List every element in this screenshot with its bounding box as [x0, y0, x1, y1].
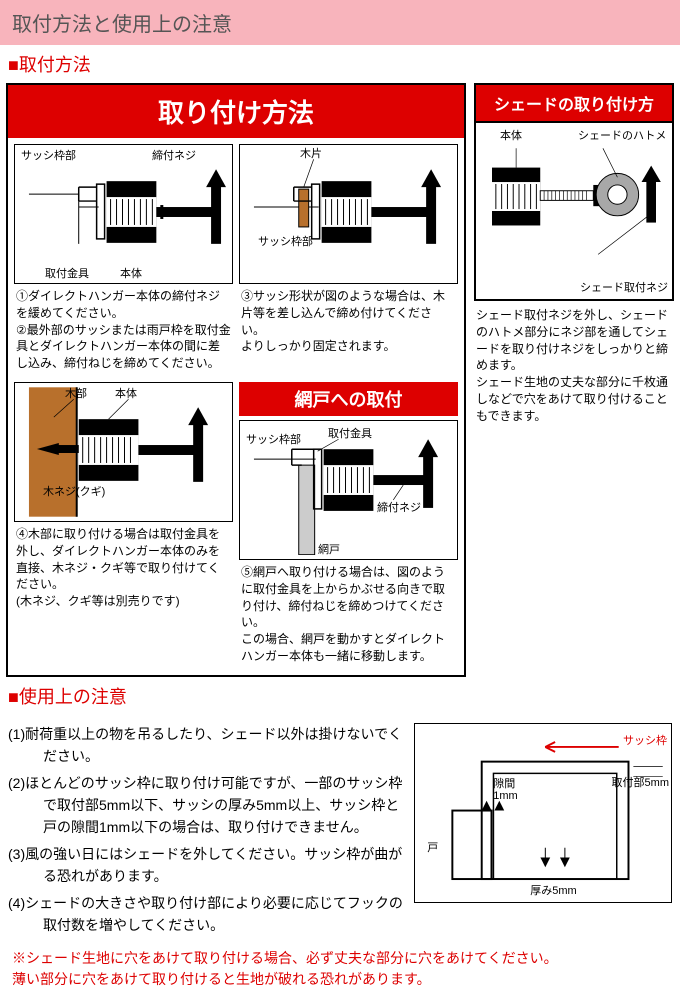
step-1: サッシ枠部 締付ネジ 取付金具 本体 ①ダイレクトハンガー本体の締付ネジを緩めて… [14, 144, 233, 376]
label-bracket5: 取付金具 [328, 425, 372, 441]
main-panel-title: 取り付け方法 [8, 85, 464, 138]
step-5: 網戸への取付 [239, 382, 458, 669]
label-nd-gap: 隙間 1mm [493, 778, 517, 802]
label-screw4: 木ネジ(クギ) [43, 483, 105, 499]
label-screw5: 締付ネジ [377, 499, 421, 515]
page-header: 取付方法と使用上の注意 [0, 0, 680, 45]
shade-panel: シェードの取り付け方 [474, 83, 674, 677]
label-shade-body: 本体 [500, 127, 522, 143]
step-1-diagram: サッシ枠部 締付ネジ 取付金具 本体 [14, 144, 233, 284]
notes-diagram: サッシ枠 取付部5mm 隙間 1mm 戸 厚み5mm [414, 723, 672, 903]
notes-list: (1)耐荷重以上の物を吊るしたり、シェード以外は掛けないでください。 (2)ほと… [8, 723, 404, 941]
step-3: 木片 サッシ枠部 ③サッシ形状が図のような場合は、木片等を差し込んで締め付けてく… [239, 144, 458, 376]
label-nd-sash: サッシ枠 [623, 732, 667, 748]
label-wood4: 木部 [65, 385, 87, 401]
step-1-text: ①ダイレクトハンガー本体の締付ネジを緩めてください。 ②最外部のサッシまたは雨戸… [14, 284, 233, 376]
step-5-diagram: サッシ枠部 取付金具 締付ネジ 網戸 [239, 420, 458, 560]
label-shade-grommet: シェードのハトメ [578, 127, 668, 143]
main-install-panel: 取り付け方法 [6, 83, 466, 677]
shade-text: シェード取付ネジを外し、シェードのハトメ部分にネジ部を通してシェードを取り付けネ… [474, 301, 674, 431]
step-5-header: 網戸への取付 [239, 382, 458, 416]
label-body4: 本体 [115, 385, 137, 401]
note-1: (1)耐荷重以上の物を吊るしたり、シェード以外は掛けないでください。 [8, 723, 404, 768]
section-install-label: ■取付方法 [0, 45, 680, 83]
step-5-text: ⑤網戸へ取り付ける場合は、図のように取付金具を上からかぶせる向きで取り付け、締付… [239, 560, 458, 669]
label-sash3: サッシ枠部 [258, 233, 313, 249]
label-nd-mount: 取付部5mm [612, 774, 669, 790]
label-sash5: サッシ枠部 [246, 431, 301, 447]
shade-header: シェードの取り付け方 [474, 83, 674, 121]
label-bracket: 取付金具 [45, 265, 89, 281]
label-screw: 締付ネジ [152, 147, 196, 163]
page-title: 取付方法と使用上の注意 [12, 14, 232, 36]
label-body: 本体 [120, 265, 142, 281]
label-wood: 木片 [300, 145, 322, 161]
label-nd-door: 戸 [427, 839, 438, 855]
step-4-text: ④木部に取り付ける場合は取付金具を外し、ダイレクトハンガー本体のみを直接、木ネジ… [14, 522, 233, 614]
warning-text: ※シェード生地に穴をあけて取り付ける場合、必ず丈夫な部分に穴をあけてください。 … [0, 940, 680, 998]
label-shade-screw: シェード取付ネジ [580, 279, 668, 295]
note-3: (3)風の強い日にはシェードを外してください。サッシ枠が曲がる恐れがあります。 [8, 843, 404, 888]
step-4: 木部 本体 木ネジ(クギ) ④木部に取り付ける場合は取付金具を外し、ダイレクトハ… [14, 382, 233, 669]
label-screen5: 網戸 [318, 541, 340, 557]
label-sash: サッシ枠部 [21, 147, 76, 163]
step-3-text: ③サッシ形状が図のような場合は、木片等を差し込んで締め付けてください。 よりしっ… [239, 284, 458, 359]
note-2: (2)ほとんどのサッシ枠に取り付け可能ですが、一部のサッシ枠で取付部5mm以下、… [8, 772, 404, 839]
section-notes-label: ■使用上の注意 [0, 677, 680, 715]
label-nd-thick: 厚み5mm [530, 882, 576, 898]
shade-diagram: 本体 シェードのハトメ シェード取付ネジ [474, 121, 674, 301]
step-4-diagram: 木部 本体 木ネジ(クギ) [14, 382, 233, 522]
note-4: (4)シェードの大きさや取り付け部により必要に応じてフックの取付数を増やしてくだ… [8, 892, 404, 937]
step-3-diagram: 木片 サッシ枠部 [239, 144, 458, 284]
